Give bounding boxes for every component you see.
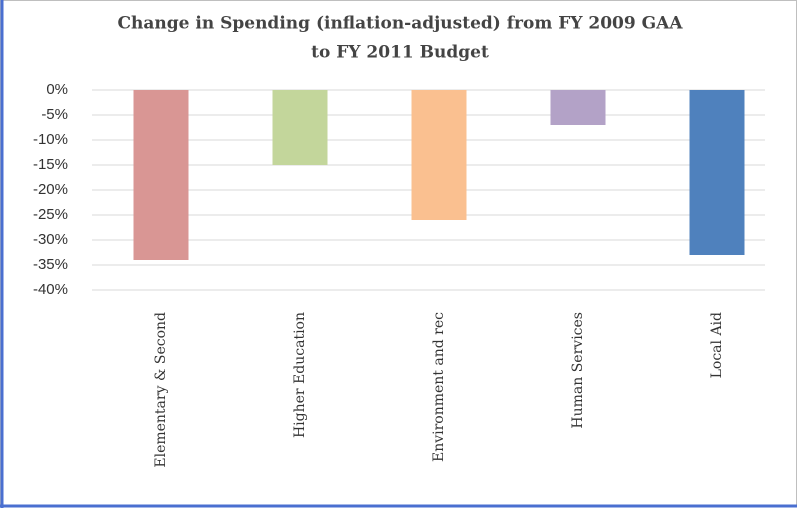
y-tick-label: -25% xyxy=(33,206,68,223)
y-tick-label: 0% xyxy=(46,81,68,98)
bar xyxy=(133,90,189,260)
x-tick-label: Local Aid xyxy=(709,312,725,378)
y-tick-label: -40% xyxy=(33,281,68,298)
x-tick-label: Human Services xyxy=(570,312,586,429)
bar xyxy=(689,90,745,255)
bar xyxy=(411,90,467,220)
chart-title: Change in Spending (inflation-adjusted) … xyxy=(117,14,683,34)
bar xyxy=(272,90,328,165)
y-tick-label: -35% xyxy=(33,256,68,273)
x-tick-label: Elementary & Second xyxy=(153,312,169,468)
y-tick-label: -30% xyxy=(33,231,68,248)
bar xyxy=(550,90,606,125)
y-tick-label: -10% xyxy=(33,131,68,148)
x-tick-label: Environment and rec xyxy=(431,312,447,462)
y-tick-label: -5% xyxy=(41,106,68,123)
y-tick-label: -20% xyxy=(33,181,68,198)
y-tick-label: -15% xyxy=(33,156,68,173)
chart-title: to FY 2011 Budget xyxy=(311,43,489,63)
x-tick-label: Higher Education xyxy=(292,312,308,438)
